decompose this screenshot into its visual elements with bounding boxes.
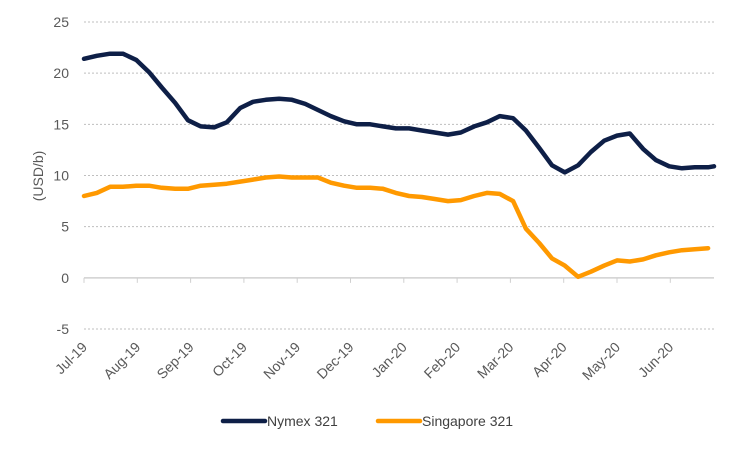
legend-item-singapore-321[interactable]: Singapore 321 — [375, 413, 513, 429]
x-tick-label: Mar-20 — [474, 339, 517, 382]
x-tick-label: May-20 — [579, 339, 623, 383]
x-tick-label: Sep-19 — [153, 339, 196, 382]
x-tick-label: Aug-19 — [100, 339, 143, 382]
x-tick-label: Feb-20 — [421, 339, 464, 382]
legend-item-nymex-321[interactable]: Nymex 321 — [220, 413, 338, 429]
y-tick-label: 25 — [53, 14, 69, 30]
series-line-nymex-321 — [81, 51, 717, 175]
x-tick-label: Apr-20 — [529, 339, 570, 380]
gridlines — [84, 21, 714, 330]
x-tick-label: Jan-20 — [368, 339, 410, 381]
x-tick-label: Nov-19 — [260, 339, 303, 382]
x-tick-label: Dec-19 — [313, 339, 356, 382]
y-tick-label: 5 — [61, 219, 69, 235]
y-tick-label: 15 — [53, 116, 69, 132]
y-tick-label: 0 — [61, 270, 69, 286]
y-axis: -5 0 5 10 15 20 25 — [53, 14, 69, 337]
x-tick-label: Jun-20 — [635, 339, 677, 381]
series-lines — [81, 51, 717, 280]
x-tick-label: Oct-19 — [209, 339, 250, 380]
legend: Nymex 321 Singapore 321 — [220, 413, 513, 429]
series-line-singapore-321 — [81, 174, 711, 280]
legend-label: Nymex 321 — [267, 413, 338, 429]
y-axis-title: (USD/b) — [30, 151, 46, 202]
y-tick-label: 20 — [53, 65, 69, 81]
y-tick-label: 10 — [53, 168, 69, 184]
x-axis: Jul-19 Aug-19 Sep-19 Oct-19 Nov-19 Dec-19 Jan-… — [52, 277, 714, 383]
x-tick-label: Jul-19 — [52, 339, 90, 377]
legend-label: Singapore 321 — [422, 413, 513, 429]
y-tick-label: -5 — [57, 321, 70, 337]
